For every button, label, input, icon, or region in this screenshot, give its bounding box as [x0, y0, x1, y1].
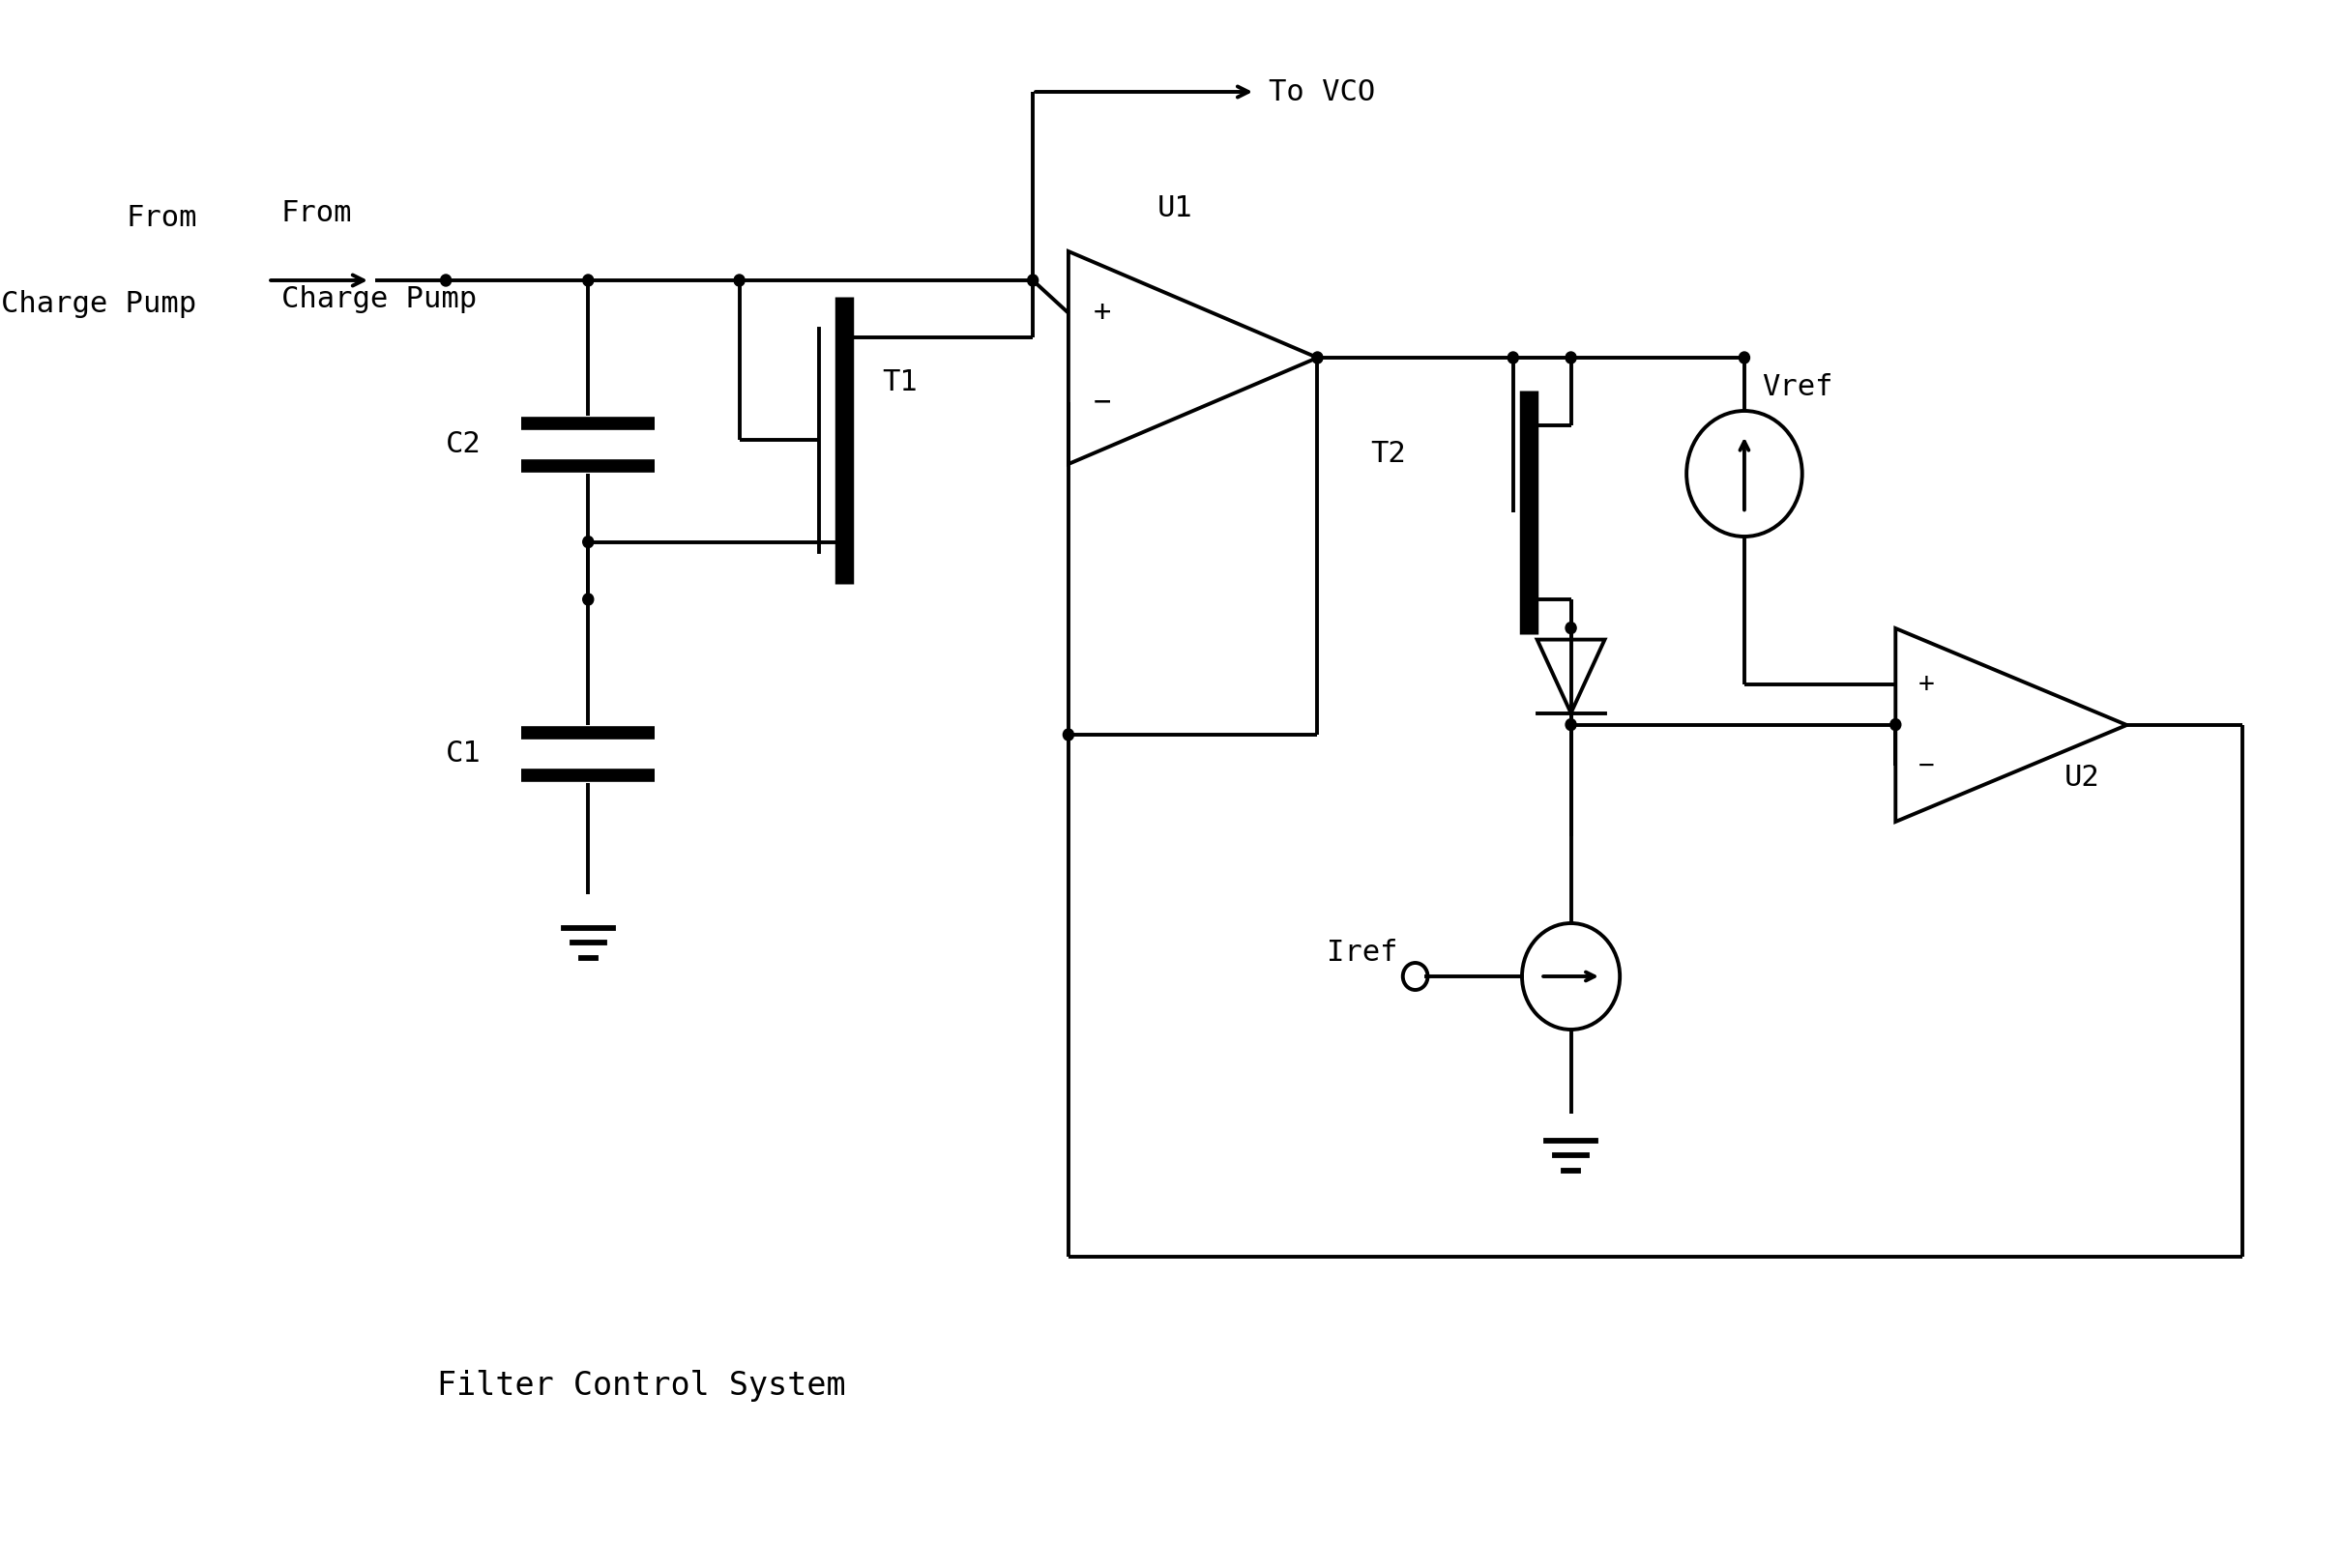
Circle shape [583, 274, 593, 285]
Circle shape [440, 274, 452, 285]
Text: +: + [1918, 671, 1934, 698]
Text: +: + [1094, 299, 1110, 328]
Text: Vref: Vref [1761, 373, 1834, 401]
Text: T2: T2 [1370, 441, 1408, 469]
Circle shape [1063, 729, 1073, 740]
Circle shape [583, 536, 593, 547]
Circle shape [1740, 351, 1749, 364]
Text: U2: U2 [2066, 764, 2101, 792]
Text: From: From [281, 199, 351, 227]
Circle shape [1564, 351, 1576, 364]
Text: From: From [126, 204, 197, 232]
Text: −: − [1094, 389, 1110, 417]
Circle shape [583, 594, 593, 605]
Text: −: − [1918, 753, 1934, 779]
Circle shape [1564, 718, 1576, 731]
Text: Iref: Iref [1326, 939, 1398, 967]
Text: C1: C1 [445, 740, 482, 768]
Circle shape [1508, 351, 1518, 364]
Text: Filter Control System: Filter Control System [438, 1370, 845, 1402]
Circle shape [1312, 351, 1323, 364]
Text: Charge Pump: Charge Pump [2, 290, 197, 318]
Text: To VCO: To VCO [1269, 78, 1375, 107]
Circle shape [1564, 622, 1576, 633]
Circle shape [733, 274, 745, 285]
Text: U1: U1 [1157, 194, 1192, 223]
Text: C2: C2 [445, 431, 482, 459]
Text: T1: T1 [881, 368, 918, 395]
Circle shape [1890, 718, 1902, 731]
Circle shape [1028, 274, 1038, 285]
Text: Charge Pump: Charge Pump [281, 285, 478, 314]
